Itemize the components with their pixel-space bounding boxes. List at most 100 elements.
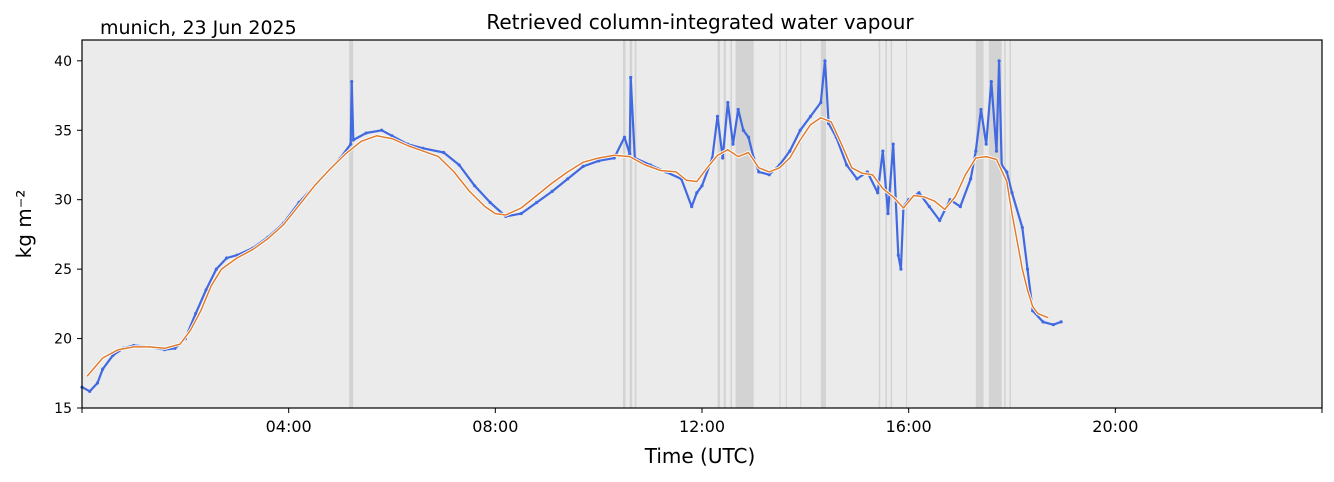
raw-data-point xyxy=(566,177,570,181)
raw-data-point xyxy=(741,128,745,132)
raw-data-point xyxy=(700,184,704,188)
raw-data-point xyxy=(380,128,384,132)
raw-data-point xyxy=(488,200,492,205)
flagged-band xyxy=(785,40,787,408)
flagged-band xyxy=(730,40,732,408)
plot-area xyxy=(82,40,1322,408)
raw-data-point xyxy=(1041,320,1045,324)
flagged-band xyxy=(622,40,626,408)
raw-data-point xyxy=(721,156,725,160)
y-tick-label: 20 xyxy=(54,332,72,348)
raw-data-point xyxy=(1005,170,1009,174)
raw-data-point xyxy=(917,191,921,195)
x-tick-label: 20:00 xyxy=(1092,417,1138,436)
flagged-band xyxy=(988,40,1002,408)
x-tick-label: 16:00 xyxy=(886,417,932,436)
raw-data-point xyxy=(173,346,177,350)
raw-data-point xyxy=(519,211,523,216)
raw-data-point xyxy=(457,163,461,167)
raw-data-point xyxy=(845,163,849,167)
raw-data-point xyxy=(927,205,931,209)
raw-data-point xyxy=(726,100,730,105)
flagged-band xyxy=(723,40,726,408)
y-tick-label: 30 xyxy=(54,193,72,209)
y-tick-label: 15 xyxy=(54,401,72,417)
raw-data-point xyxy=(535,200,539,205)
raw-data-point xyxy=(597,159,601,163)
raw-data-point xyxy=(550,189,554,193)
raw-data-point xyxy=(204,288,208,292)
raw-data-point xyxy=(788,149,792,153)
flagged-band xyxy=(885,40,887,408)
raw-data-point xyxy=(819,100,823,105)
raw-data-point xyxy=(349,142,353,146)
raw-data-point xyxy=(969,177,973,181)
flagged-band xyxy=(717,40,721,408)
raw-data-point xyxy=(1025,267,1030,271)
raw-data-point xyxy=(798,128,802,132)
flagged-band xyxy=(735,40,754,408)
raw-data-point xyxy=(757,170,761,174)
flagged-band xyxy=(878,40,881,408)
x-tick-label: 08:00 xyxy=(472,417,518,436)
y-tick-label: 35 xyxy=(54,123,72,139)
raw-data-point xyxy=(989,80,993,84)
y-axis-ticks: 15 20 25 30 35 40 xyxy=(54,54,82,417)
raw-data-point xyxy=(746,135,751,139)
flagged-band xyxy=(629,40,633,408)
raw-data-point xyxy=(581,164,585,168)
flagged-band xyxy=(800,40,802,408)
y-axis-label: kg m⁻² xyxy=(12,190,36,259)
raw-data-point xyxy=(473,184,477,188)
y-tick-label: 25 xyxy=(54,262,72,278)
flagged-band xyxy=(906,40,908,408)
flagged-band xyxy=(890,40,893,408)
flagged-band xyxy=(779,40,781,408)
raw-data-point xyxy=(1051,323,1055,327)
raw-data-point xyxy=(736,107,740,112)
raw-data-point xyxy=(1010,191,1014,195)
raw-data-point xyxy=(194,311,198,316)
raw-data-point xyxy=(364,131,368,135)
flagged-band xyxy=(1004,40,1006,408)
raw-data-point xyxy=(974,149,978,153)
raw-data-point xyxy=(390,134,394,138)
raw-data-point xyxy=(225,256,229,260)
raw-data-point xyxy=(442,150,446,155)
raw-data-point xyxy=(891,142,895,146)
raw-data-point xyxy=(612,156,616,160)
raw-data-point xyxy=(855,177,859,181)
raw-data-point xyxy=(214,267,218,271)
raw-data-point xyxy=(958,205,962,209)
flagged-bands xyxy=(349,40,1011,408)
raw-data-point xyxy=(715,114,720,118)
x-axis-ticks: 04:00 08:00 12:00 16:00 20:00 xyxy=(81,408,1323,436)
flagged-band xyxy=(634,40,637,408)
location-date-label: munich, 23 Jun 2025 xyxy=(100,17,297,39)
raw-data-point xyxy=(899,267,903,271)
raw-data-point xyxy=(876,191,880,195)
raw-data-point xyxy=(823,59,827,63)
raw-data-point xyxy=(994,149,999,153)
x-tick-label: 12:00 xyxy=(679,417,725,436)
raw-data-point xyxy=(95,381,100,385)
y-tick-label: 40 xyxy=(54,54,72,70)
raw-data-point xyxy=(351,138,355,142)
raw-data-point xyxy=(984,142,988,146)
raw-data-point xyxy=(690,205,694,209)
raw-data-point xyxy=(808,114,813,118)
raw-data-point xyxy=(896,253,900,257)
raw-data-point xyxy=(695,191,699,195)
raw-data-point xyxy=(886,211,890,216)
raw-data-point xyxy=(938,218,942,223)
raw-data-point xyxy=(629,75,633,80)
flagged-band xyxy=(820,40,826,408)
raw-data-point xyxy=(88,389,92,393)
raw-data-point xyxy=(622,135,627,139)
x-tick-label: 04:00 xyxy=(266,417,312,436)
raw-data-point xyxy=(731,142,735,146)
x-axis-label: Time (UTC) xyxy=(644,444,756,468)
flagged-band xyxy=(975,40,984,408)
raw-data-point xyxy=(1059,320,1063,324)
